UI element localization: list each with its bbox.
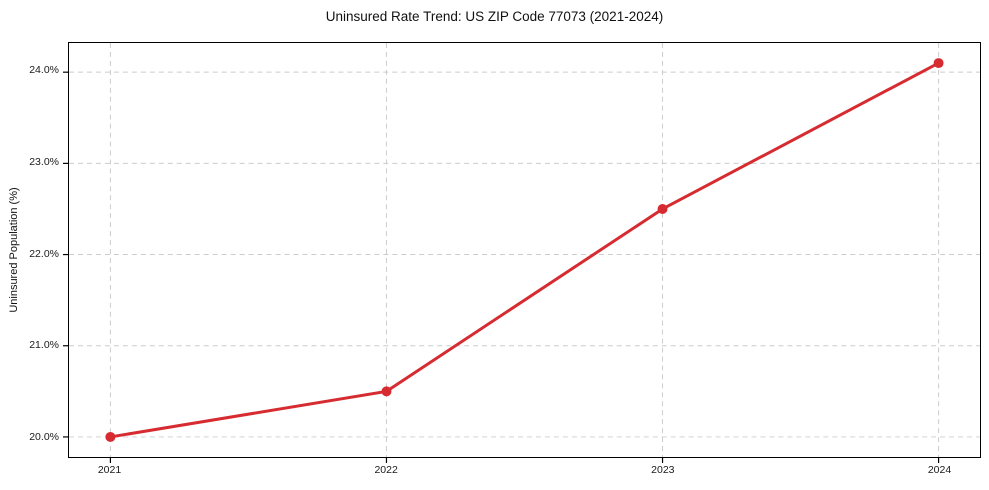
- y-tick-label: 23.0%: [29, 155, 59, 168]
- x-tick-label: 2021: [97, 464, 122, 476]
- y-tick-label: 22.0%: [29, 247, 59, 260]
- data-point-2023: [657, 203, 668, 214]
- y-tick-label: 20.0%: [29, 430, 59, 443]
- chart-svg: [63, 43, 980, 463]
- data-point-2021: [105, 431, 116, 442]
- data-point-2022: [381, 386, 392, 397]
- data-point-2024: [933, 58, 944, 69]
- x-tick-label: 2023: [651, 464, 675, 476]
- chart-title: Uninsured Rate Trend: US ZIP Code 77073 …: [325, 9, 664, 24]
- x-tick-label: 2022: [374, 464, 398, 476]
- y-tick-label: 21.0%: [29, 339, 59, 352]
- y-tick-label: 24.0%: [29, 64, 59, 77]
- plot-area: [63, 42, 981, 463]
- x-tick-label: 2024: [927, 464, 952, 476]
- trend-line: [108, 61, 941, 439]
